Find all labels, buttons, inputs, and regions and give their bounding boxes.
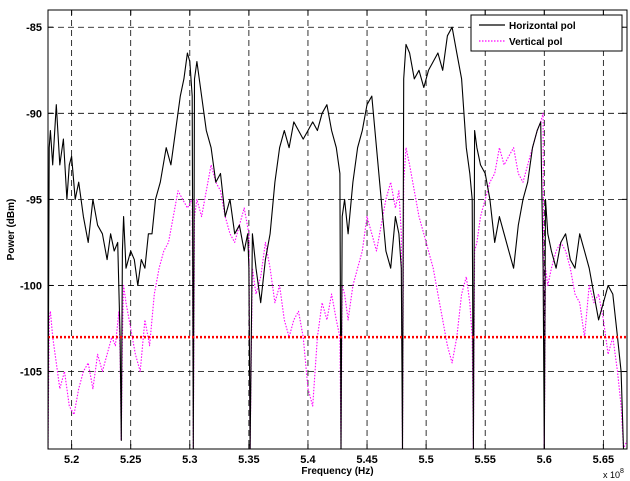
x-axis-label: Frequency (Hz): [301, 466, 373, 477]
y-tick-label: -95: [26, 194, 42, 206]
legend-label-horizontal: Horizontal pol: [509, 21, 576, 32]
y-tick-labels: -105 -100 -95 -90 -85: [20, 22, 42, 378]
x-exponent-power: 8: [620, 468, 624, 475]
plot-area: [48, 10, 627, 449]
legend-box: [470, 14, 623, 52]
x-exponent-base: x 10: [603, 470, 620, 480]
x-tick-label: 5.25: [120, 454, 141, 466]
series-layer: [48, 26, 627, 449]
x-exponent-label: x 108: [603, 468, 624, 480]
x-tick-label: 5.3: [182, 454, 197, 466]
x-tick-label: 5.2: [64, 454, 79, 466]
series-line-horizontal-pol: [48, 26, 627, 449]
y-tick-label: -85: [26, 22, 42, 34]
x-tick-label: 5.65: [593, 454, 614, 466]
y-tick-label: -100: [20, 280, 42, 292]
x-tick-label: 5.6: [537, 454, 552, 466]
x-tick-label: 5.45: [356, 454, 377, 466]
y-tick-label: -90: [26, 108, 42, 120]
y-tick-label: -105: [20, 367, 42, 379]
ticks: [48, 10, 627, 449]
x-tick-label: 5.35: [238, 454, 259, 466]
x-tick-label: 5.55: [474, 454, 495, 466]
y-axis-label: Power (dBm): [6, 199, 17, 261]
legend-label-vertical: Vertical pol: [509, 37, 563, 48]
legend: Horizontal pol Vertical pol: [470, 14, 623, 52]
x-tick-labels: 5.2 5.25 5.3 5.35 5.4 5.45 5.5 5.55 5.6 5.65: [64, 454, 614, 466]
plot-frame: [47, 9, 628, 450]
x-tick-label: 5.5: [418, 454, 433, 466]
x-tick-label: 5.4: [300, 454, 316, 466]
